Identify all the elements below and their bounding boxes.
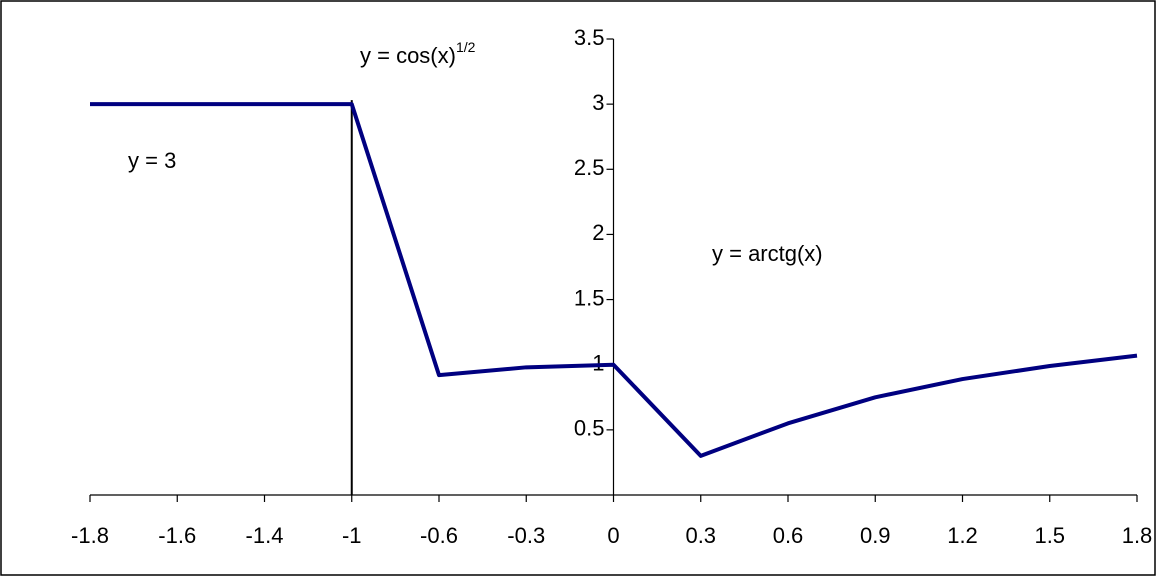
x-tick-label: 1.8: [1122, 523, 1153, 548]
x-tick-label: 0.9: [860, 523, 891, 548]
y-tick-label: 1.5: [574, 285, 605, 310]
x-tick-label: 1.2: [947, 523, 978, 548]
y-tick-label: 3: [592, 90, 604, 115]
annotation: y = arctg(x): [712, 241, 823, 266]
data-line: [90, 102, 1138, 458]
annotation-superscript: 1/2: [456, 39, 476, 55]
x-tick-label: 0.6: [773, 523, 804, 548]
y-tick-label: 0.5: [574, 416, 605, 441]
x-tick-label: -0.3: [507, 523, 545, 548]
x-tick-label: -1.8: [71, 523, 109, 548]
y-tick-label: 1: [592, 351, 604, 376]
y-tick-label: 2: [592, 220, 604, 245]
annotation: y = cos(x)1/2: [360, 39, 476, 68]
x-tick-label: -1.4: [246, 523, 284, 548]
x-tick-label: 1.5: [1034, 523, 1065, 548]
x-tick-label: 0.3: [685, 523, 716, 548]
x-tick-label: -1: [342, 523, 362, 548]
x-tick-label: 0: [607, 523, 619, 548]
x-tick-label: -1.6: [158, 523, 196, 548]
x-tick-label: -0.6: [420, 523, 458, 548]
y-tick-label: 2.5: [574, 155, 605, 180]
annotation: y = 3: [128, 148, 176, 173]
y-tick-label: 3.5: [574, 25, 605, 50]
annotation-text: y = cos(x): [360, 43, 456, 68]
